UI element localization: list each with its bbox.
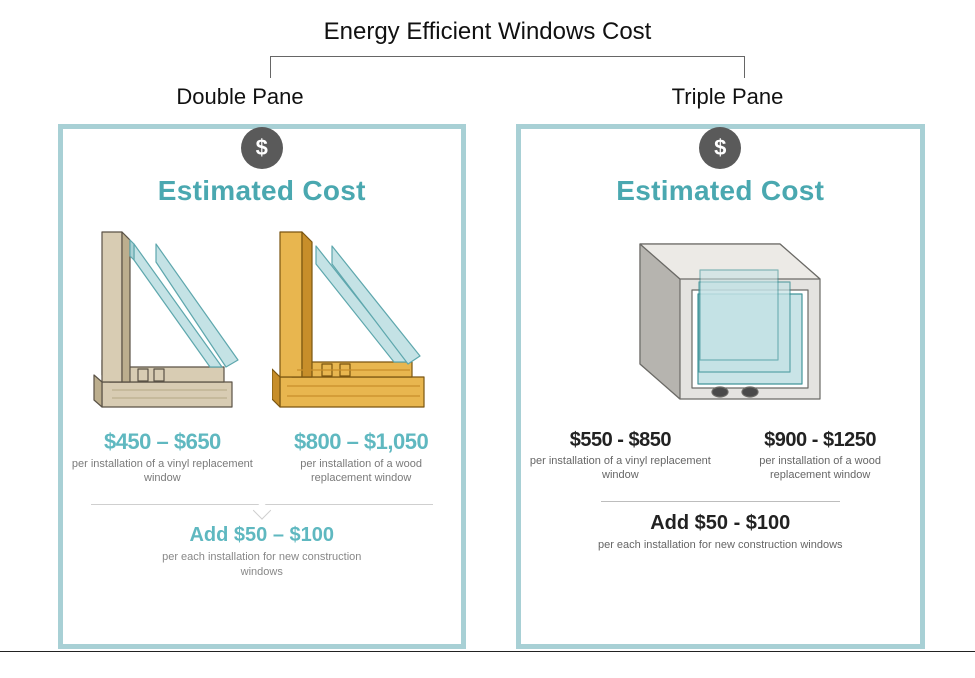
triple-divider-wrap — [521, 501, 921, 502]
double-addon-price: Add $50 – $100 — [63, 524, 461, 547]
triple-illustration — [521, 221, 921, 417]
triple-addon: Add $50 - $100 per each installation for… — [521, 512, 921, 553]
triple-pane-card: $ Estimated Cost — [516, 124, 926, 649]
cards-row: $ Estimated Cost — [0, 124, 975, 649]
vinyl-double-pane-icon — [92, 222, 242, 417]
triple-pane-icon — [610, 224, 830, 414]
triple-wood-col: $900 - $1250 per installation of a wood … — [720, 429, 920, 483]
triple-wood-caption: per installation of a wood replacement w… — [728, 454, 912, 483]
triple-addon-caption: per each installation for new constructi… — [521, 538, 921, 553]
triple-wood-price: $900 - $1250 — [728, 429, 912, 452]
double-divider-wrap — [63, 504, 461, 514]
double-addon: Add $50 – $100 per each installation for… — [63, 524, 461, 581]
triple-addon-price: Add $50 - $100 — [521, 512, 921, 535]
double-divider — [91, 504, 433, 514]
triple-price-row: $550 - $850 per installation of a vinyl … — [521, 429, 921, 483]
category-labels: Double Pane Triple Pane — [0, 84, 975, 110]
footer-rule — [0, 651, 975, 652]
triple-vinyl-price: $550 - $850 — [529, 429, 713, 452]
double-vinyl-col: $450 – $650 per installation of a vinyl … — [63, 429, 262, 486]
double-pane-label: Double Pane — [0, 84, 480, 110]
triple-pane-label: Triple Pane — [480, 84, 975, 110]
double-vinyl-caption: per installation of a vinyl replacement … — [71, 457, 254, 486]
triple-vinyl-caption: per installation of a vinyl replacement … — [529, 454, 713, 483]
double-wood-price: $800 – $1,050 — [270, 429, 453, 455]
bracket-connector — [270, 56, 745, 78]
double-vinyl-price: $450 – $650 — [71, 429, 254, 455]
double-wood-caption: per installation of a wood replacement w… — [270, 457, 453, 486]
triple-vinyl-col: $550 - $850 per installation of a vinyl … — [521, 429, 721, 483]
double-illustrations — [63, 219, 461, 417]
double-pane-card: $ Estimated Cost — [58, 124, 466, 649]
double-price-row: $450 – $650 per installation of a vinyl … — [63, 429, 461, 486]
double-addon-caption: per each installation for new constructi… — [162, 550, 362, 581]
page-title: Energy Efficient Windows Cost — [0, 0, 975, 46]
double-heading: Estimated Cost — [63, 175, 461, 207]
triple-divider — [601, 501, 841, 502]
dollar-icon: $ — [241, 127, 283, 169]
triple-heading: Estimated Cost — [521, 175, 921, 207]
dollar-icon: $ — [699, 127, 741, 169]
double-wood-col: $800 – $1,050 per installation of a wood… — [262, 429, 461, 486]
wood-double-pane-icon — [272, 222, 432, 417]
